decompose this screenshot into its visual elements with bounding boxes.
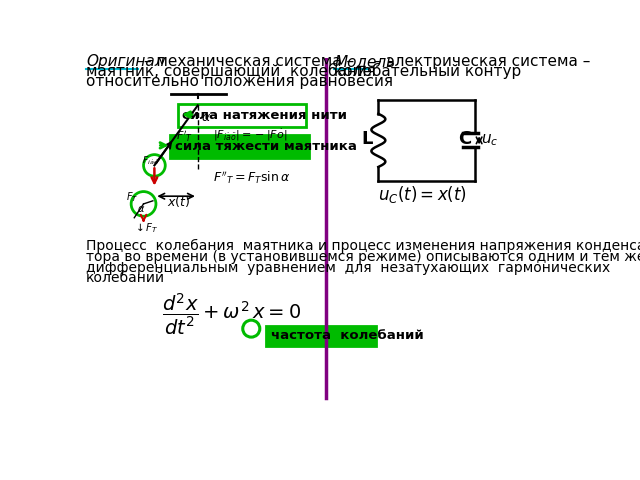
FancyBboxPatch shape	[178, 104, 307, 127]
Text: Процесс  колебания  маятника и процесс изменения напряжения конденса-: Процесс колебания маятника и процесс изм…	[86, 239, 640, 253]
Text: колебательный контур: колебательный контур	[334, 63, 522, 79]
Text: $x(t)$: $x(t)$	[167, 194, 190, 209]
Text: $F''_T = F_T\sin\alpha$: $F''_T = F_T\sin\alpha$	[213, 170, 291, 186]
Text: C: C	[458, 130, 472, 148]
Text: $\alpha$: $\alpha$	[138, 204, 146, 214]
Text: Оригинал: Оригинал	[86, 54, 164, 69]
Text: маятник, совершающий  колебания: маятник, совершающий колебания	[86, 63, 376, 79]
Text: $\alpha$: $\alpha$	[201, 111, 211, 124]
Text: $\downarrow F_T$: $\downarrow F_T$	[132, 222, 158, 235]
FancyBboxPatch shape	[266, 325, 376, 347]
Text: $\dfrac{d^2x}{dt^2} + \omega^2\, x = 0$: $\dfrac{d^2x}{dt^2} + \omega^2\, x = 0$	[161, 291, 301, 337]
Text: сила натяжения нити: сила натяжения нити	[182, 109, 348, 122]
Text: – электрическая система –: – электрическая система –	[369, 54, 591, 69]
Text: сила тяжести маятника: сила тяжести маятника	[175, 140, 357, 153]
Text: $|F_{i\dot{a}\ddot{o}}| = -|F\dot{o}|$: $|F_{i\dot{a}\ddot{o}}| = -|F\dot{o}|$	[213, 128, 288, 143]
Text: $F_T$: $F_T$	[127, 190, 139, 204]
Text: колебаний: колебаний	[86, 272, 165, 286]
Text: частота  колебаний: частота колебаний	[271, 329, 424, 342]
Text: $u_c$: $u_c$	[481, 132, 499, 148]
Text: дифференциальным  уравнением  для  незатухающих  гармонических: дифференциальным уравнением для незатуха…	[86, 261, 611, 275]
Text: Модель: Модель	[334, 54, 396, 69]
FancyBboxPatch shape	[170, 134, 308, 158]
Text: L: L	[362, 130, 372, 148]
Text: $F'_T$: $F'_T$	[176, 129, 193, 144]
Text: $F_{i\,\dot{a}\ddot{o}}$: $F_{i\,\dot{a}\ddot{o}}$	[142, 154, 159, 167]
Text: $u_C(t) = x(t)$: $u_C(t) = x(t)$	[378, 184, 467, 205]
Text: – механическая система –: – механическая система –	[139, 54, 354, 69]
Text: относительно положения равновесия: относительно положения равновесия	[86, 74, 393, 89]
Text: тора во времени (в установившемся режиме) описываются одним и тем же: тора во времени (в установившемся режиме…	[86, 250, 640, 264]
